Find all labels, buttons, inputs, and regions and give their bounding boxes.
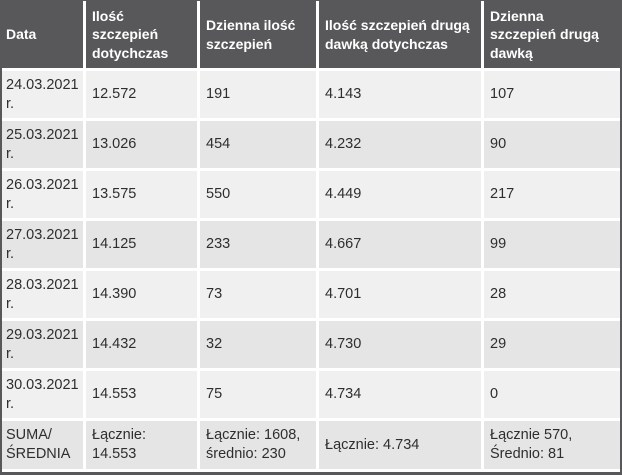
column-header-second-dose-daily: Dzienna szczepień drugą dawką (484, 1, 620, 71)
daily-cell: 75 (200, 371, 319, 421)
table-body: 24.03.2021 r. 12.572 191 4.143 107 25.03… (2, 71, 620, 472)
daily-cell: 550 (200, 171, 319, 221)
column-header-total-vaccinations: Ilość szczepień dotychczas (86, 1, 200, 71)
table-row: 27.03.2021 r. 14.125 233 4.667 99 (2, 221, 620, 271)
second-dose-daily-cell: 29 (484, 321, 620, 371)
summary-daily-cell: Łącznie: 1608, średnio: 230 (200, 421, 319, 472)
summary-second-dose-total-cell: Łącznie: 4.734 (319, 421, 484, 472)
date-cell: 25.03.2021 r. (2, 121, 86, 171)
column-header-daily-vaccinations: Dzienna ilość szczepień (200, 1, 319, 71)
date-cell: 27.03.2021 r. (2, 221, 86, 271)
second-dose-total-cell: 4.734 (319, 371, 484, 421)
table-row: 28.03.2021 r. 14.390 73 4.701 28 (2, 271, 620, 321)
date-cell: 28.03.2021 r. (2, 271, 86, 321)
summary-label-cell: SUMA/ ŚREDNIA (2, 421, 86, 472)
second-dose-daily-cell: 90 (484, 121, 620, 171)
date-cell: 24.03.2021 r. (2, 71, 86, 121)
summary-total-cell: Łącznie: 14.553 (86, 421, 200, 472)
total-cell: 14.432 (86, 321, 200, 371)
date-cell: 26.03.2021 r. (2, 171, 86, 221)
second-dose-total-cell: 4.143 (319, 71, 484, 121)
second-dose-daily-cell: 0 (484, 371, 620, 421)
date-cell: 29.03.2021 r. (2, 321, 86, 371)
second-dose-daily-cell: 28 (484, 271, 620, 321)
daily-cell: 32 (200, 321, 319, 371)
total-cell: 14.553 (86, 371, 200, 421)
total-cell: 12.572 (86, 71, 200, 121)
second-dose-total-cell: 4.701 (319, 271, 484, 321)
table-row: 30.03.2021 r. 14.553 75 4.734 0 (2, 371, 620, 421)
second-dose-daily-cell: 107 (484, 71, 620, 121)
second-dose-total-cell: 4.667 (319, 221, 484, 271)
summary-row: SUMA/ ŚREDNIA Łącznie: 14.553 Łącznie: 1… (2, 421, 620, 472)
daily-cell: 191 (200, 71, 319, 121)
second-dose-total-cell: 4.449 (319, 171, 484, 221)
summary-second-dose-daily-cell: Łącznie 570, Średnio: 81 (484, 421, 620, 472)
daily-cell: 454 (200, 121, 319, 171)
daily-cell: 233 (200, 221, 319, 271)
header-row: Data Ilość szczepień dotychczas Dzienna … (2, 1, 620, 71)
table-header: Data Ilość szczepień dotychczas Dzienna … (2, 1, 620, 71)
table-row: 24.03.2021 r. 12.572 191 4.143 107 (2, 71, 620, 121)
date-cell: 30.03.2021 r. (2, 371, 86, 421)
total-cell: 13.575 (86, 171, 200, 221)
column-header-date: Data (2, 1, 86, 71)
total-cell: 14.125 (86, 221, 200, 271)
second-dose-total-cell: 4.232 (319, 121, 484, 171)
second-dose-daily-cell: 99 (484, 221, 620, 271)
total-cell: 14.390 (86, 271, 200, 321)
second-dose-daily-cell: 217 (484, 171, 620, 221)
second-dose-total-cell: 4.730 (319, 321, 484, 371)
total-cell: 13.026 (86, 121, 200, 171)
column-header-second-dose-total: Ilość szczepień drugą dawką dotychczas (319, 1, 484, 71)
table-row: 26.03.2021 r. 13.575 550 4.449 217 (2, 171, 620, 221)
table-row: 29.03.2021 r. 14.432 32 4.730 29 (2, 321, 620, 371)
daily-cell: 73 (200, 271, 319, 321)
table-row: 25.03.2021 r. 13.026 454 4.232 90 (2, 121, 620, 171)
